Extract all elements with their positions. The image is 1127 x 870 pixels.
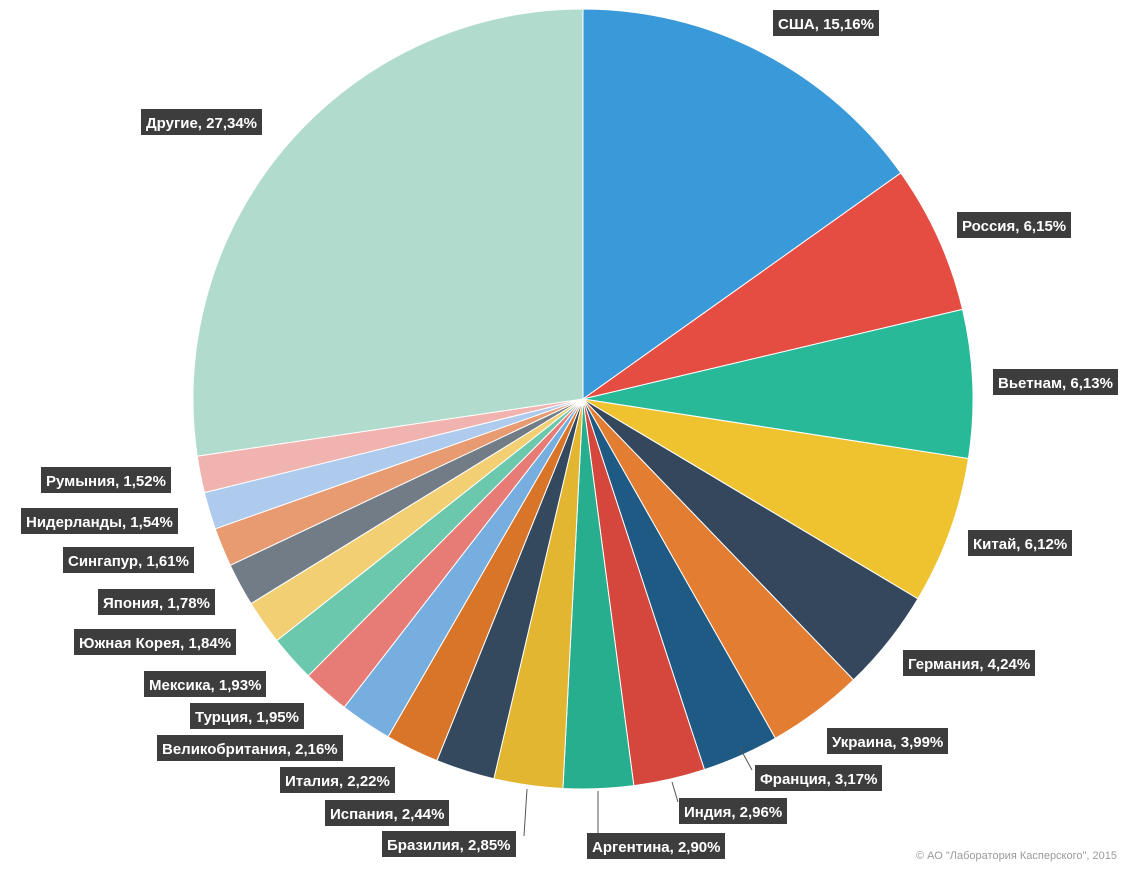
slice-label-9: Бразилия, 2,85%: [382, 831, 516, 857]
slice-label-text: Бразилия, 2,85%: [387, 837, 511, 854]
slice-label-bg: [957, 212, 1071, 238]
slice-label-text: Турция, 1,95%: [195, 709, 299, 726]
slice-label-text: Германия, 4,24%: [908, 656, 1030, 673]
slice-label-bg: [679, 798, 787, 824]
slice-label-text: Украина, 3,99%: [832, 734, 943, 751]
slice-label-bg: [903, 650, 1035, 676]
pie-slice-2: [582, 308, 974, 460]
slice-label-14: Мексика, 1,93%: [144, 671, 266, 697]
slice-label-16: Япония, 1,78%: [98, 589, 215, 615]
pie-slice-1: [582, 172, 964, 400]
slice-label-text: Румыния, 1,52%: [46, 473, 166, 490]
leader-line-6: [739, 747, 753, 771]
slice-label-text: Другие, 27,34%: [146, 115, 257, 132]
slice-label-text: США, 15,16%: [778, 16, 874, 33]
slice-label-10: Испания, 2,44%: [325, 800, 449, 826]
slice-label-bg: [98, 589, 215, 615]
slice-label-text: Франция, 3,17%: [760, 771, 877, 788]
leader-line-7: [671, 781, 679, 803]
slice-label-15: Южная Корея, 1,84%: [74, 629, 236, 655]
slice-label-bg: [41, 467, 171, 493]
slice-label-13: Турция, 1,95%: [190, 703, 304, 729]
slice-label-19: Румыния, 1,52%: [41, 467, 171, 493]
slice-label-text: Китай, 6,12%: [973, 536, 1067, 553]
slice-label-12: Великобритания, 2,16%: [157, 735, 343, 761]
slice-label-bg: [21, 508, 178, 534]
slice-label-bg: [157, 735, 343, 761]
slice-label-text: Индия, 2,96%: [684, 804, 782, 821]
slice-label-17: Сингапур, 1,61%: [63, 547, 194, 573]
slice-label-11: Италия, 2,22%: [280, 767, 395, 793]
slice-label-2: Вьетнам, 6,13%: [993, 369, 1118, 395]
leader-lines: [523, 747, 753, 837]
pie-slice-20: [192, 8, 584, 457]
slice-label-text: Великобритания, 2,16%: [162, 741, 338, 758]
slice-label-bg: [144, 671, 266, 697]
slice-label-bg: [968, 530, 1072, 556]
slice-label-text: Сингапур, 1,61%: [68, 553, 189, 570]
slice-label-bg: [773, 10, 879, 36]
slice-label-5: Украина, 3,99%: [827, 728, 948, 754]
leader-line-9: [523, 788, 528, 837]
slice-label-bg: [190, 703, 304, 729]
slice-label-bg: [325, 800, 449, 826]
slice-label-0: США, 15,16%: [773, 10, 879, 36]
slice-label-7: Индия, 2,96%: [679, 798, 787, 824]
pie-slice-0: [582, 8, 902, 400]
slice-label-8: Аргентина, 2,90%: [587, 833, 725, 859]
slice-label-text: Аргентина, 2,90%: [592, 839, 720, 856]
slice-label-text: Нидерланды, 1,54%: [26, 514, 173, 531]
pie-slices: [192, 8, 974, 790]
slice-label-bg: [755, 765, 882, 791]
slice-labels: США, 15,16% Россия, 6,15% Вьетнам, 6,13% Ки…: [21, 10, 1118, 859]
slice-label-bg: [280, 767, 395, 793]
slice-label-3: Китай, 6,12%: [968, 530, 1072, 556]
slice-label-18: Нидерланды, 1,54%: [21, 508, 178, 534]
slice-label-bg: [827, 728, 948, 754]
slice-label-text: Южная Корея, 1,84%: [79, 635, 231, 652]
pie-slice-3: [582, 398, 970, 600]
slice-label-bg: [74, 629, 236, 655]
slice-label-text: Вьетнам, 6,13%: [998, 375, 1113, 392]
slice-label-1: Россия, 6,15%: [957, 212, 1071, 238]
slice-label-text: Испания, 2,44%: [330, 806, 444, 823]
slice-label-4: Германия, 4,24%: [903, 650, 1035, 676]
slice-label-20: Другие, 27,34%: [141, 109, 262, 135]
slice-label-6: Франция, 3,17%: [755, 765, 882, 791]
slice-label-bg: [993, 369, 1118, 395]
slice-label-bg: [587, 833, 725, 859]
slice-label-bg: [141, 109, 262, 135]
slice-label-bg: [382, 831, 516, 857]
copyright-notice: © АО "Лаборатория Касперского", 2015: [916, 850, 1117, 862]
slice-label-text: Италия, 2,22%: [285, 773, 390, 790]
slice-label-text: Мексика, 1,93%: [149, 677, 261, 694]
slice-label-text: Россия, 6,15%: [962, 218, 1066, 235]
slice-label-bg: [63, 547, 194, 573]
slice-label-text: Япония, 1,78%: [103, 595, 210, 612]
